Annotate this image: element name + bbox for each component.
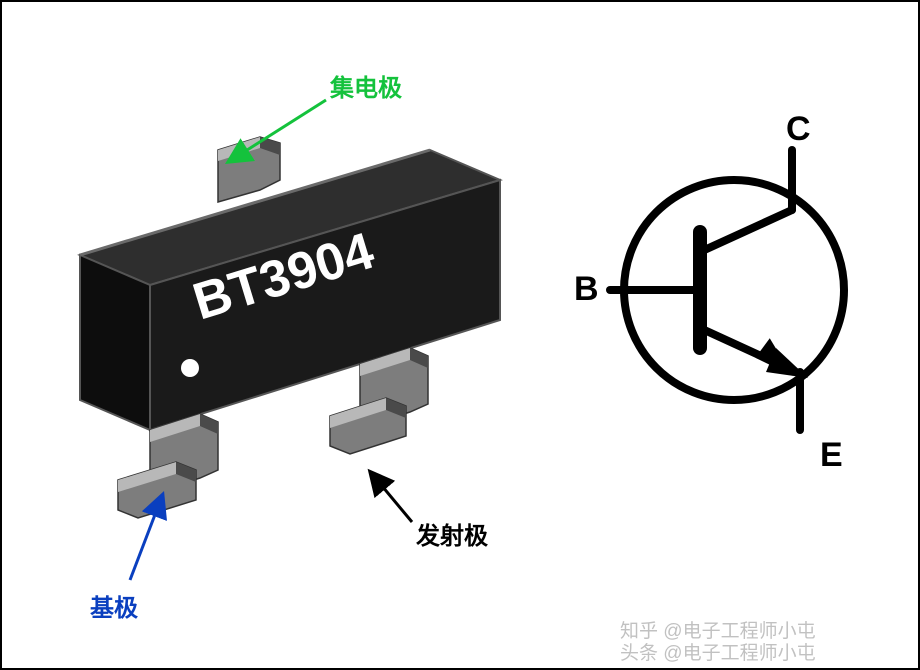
watermark-2: 头条 @电子工程师小屯 bbox=[620, 638, 816, 665]
label-emitter: 发射极 bbox=[416, 516, 488, 551]
schematic-label-b: B bbox=[574, 270, 599, 309]
schematic-label-c: C bbox=[786, 110, 811, 149]
label-collector: 集电极 bbox=[330, 68, 402, 103]
schematic-symbol bbox=[0, 0, 920, 670]
label-base: 基极 bbox=[90, 588, 138, 623]
schematic-label-e: E bbox=[820, 436, 843, 475]
diagram-stage: BT3904 集电极 发射极 基极 C B E 知乎 @电 bbox=[0, 0, 920, 670]
